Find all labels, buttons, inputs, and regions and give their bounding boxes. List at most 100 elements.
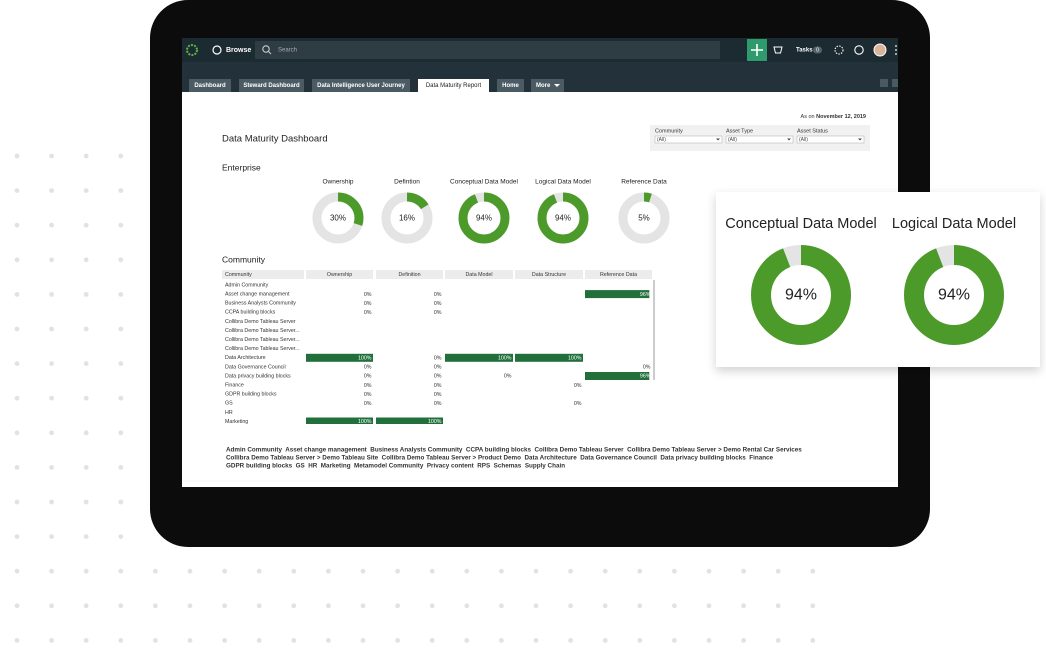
basket-icon[interactable] [773, 46, 783, 54]
dot [187, 603, 193, 609]
filter-value[interactable]: (All) [728, 137, 737, 143]
row-label: Marketing [225, 419, 248, 425]
dot [49, 326, 54, 332]
dot-pattern [14, 153, 816, 643]
tabs: Dashboard Steward Dashboard Data Intellige… [189, 79, 564, 92]
dot [118, 395, 124, 401]
dot [499, 568, 504, 574]
tab[interactable] [531, 79, 564, 92]
dot [14, 257, 20, 263]
cell-value: 0% [574, 383, 582, 389]
help-icon[interactable] [854, 45, 864, 55]
cell-value: 100% [428, 419, 442, 425]
dot [429, 638, 435, 643]
cell-value: 0% [364, 301, 372, 307]
date: November 12, 2019 [816, 114, 866, 120]
cell-value: 0% [364, 292, 372, 298]
donut-arc [751, 245, 851, 345]
dot [741, 568, 746, 574]
dropdown-caret [716, 138, 720, 141]
dot [291, 603, 297, 609]
dot [326, 638, 331, 643]
dot [775, 603, 781, 609]
column-header [445, 270, 513, 279]
tab-label[interactable]: Data Intelligence User Journey [317, 83, 405, 89]
cell-value: 100% [498, 356, 512, 362]
dot [118, 292, 124, 297]
tasks-link[interactable]: Tasks [796, 48, 813, 54]
menu-icon[interactable] [895, 53, 897, 55]
filter-value[interactable]: (All) [657, 137, 666, 143]
row-label: Data privacy building blocks [225, 373, 291, 379]
filter-dropdown[interactable] [725, 135, 794, 144]
column-header-label: Ownership [327, 272, 352, 278]
logo[interactable] [186, 44, 198, 56]
cell-value: 0% [364, 365, 372, 371]
filter-label: Asset Status [797, 128, 828, 134]
dot [83, 568, 89, 574]
row-label: HR [225, 410, 233, 416]
tab[interactable] [189, 79, 231, 92]
row-label: Admin Community [225, 282, 269, 288]
dot [360, 568, 366, 574]
community-table: Community Ownership Definition Data Model Da… [222, 270, 652, 425]
tab[interactable] [312, 79, 410, 92]
dot [464, 568, 470, 574]
dot [360, 603, 366, 609]
filter-dropdown[interactable] [654, 135, 723, 144]
tab[interactable] [418, 79, 489, 92]
share-button[interactable] [880, 79, 888, 87]
dot [49, 222, 54, 228]
task-badge [813, 46, 822, 54]
legend-line: Admin Community Asset change management … [226, 447, 802, 454]
dot [83, 603, 89, 609]
menu-icon[interactable] [895, 45, 897, 47]
tab-label[interactable]: Dashboard [194, 83, 226, 89]
column-header [376, 270, 443, 279]
tab[interactable] [497, 79, 524, 92]
dot [83, 188, 89, 194]
search-box[interactable] [255, 41, 720, 59]
donut-value: 94% [555, 214, 571, 223]
tab-label[interactable]: Steward Dashboard [243, 83, 300, 89]
dot [118, 361, 124, 366]
section-heading: Enterprise [222, 162, 261, 172]
cell-value: 100% [358, 419, 372, 425]
cell-value: 0% [643, 365, 651, 371]
cell-value: 0% [364, 401, 372, 407]
tab-label[interactable]: Home [502, 83, 519, 89]
browse-link[interactable]: Browse [226, 47, 251, 54]
column-header-label: Definition [398, 272, 420, 278]
add-icon [751, 44, 763, 56]
row-label: CCPA building blocks [225, 310, 276, 316]
expand-button[interactable] [892, 79, 898, 87]
donut-label: Logical Data Model [892, 216, 1016, 232]
donut-value: 30% [330, 214, 346, 223]
column-header-label: Community [225, 272, 252, 278]
tab-label[interactable]: Data Maturity Report [426, 83, 482, 89]
dot [568, 603, 573, 609]
avatar[interactable] [873, 43, 887, 57]
scrollbar[interactable] [653, 280, 655, 380]
dot [118, 638, 124, 643]
cell-bar [306, 353, 373, 362]
dot [14, 395, 20, 401]
filter-value[interactable]: (All) [799, 137, 808, 143]
filter-dropdown[interactable] [796, 135, 865, 144]
dot [14, 638, 20, 643]
tab-label[interactable]: More [536, 83, 551, 89]
dot [14, 499, 20, 505]
dot [256, 568, 262, 574]
activity-icon[interactable] [834, 45, 844, 55]
dot [14, 326, 20, 332]
dot [464, 603, 470, 609]
tab[interactable] [239, 79, 304, 92]
menu-icon[interactable] [895, 49, 897, 51]
dot [153, 603, 158, 609]
cell-value: 100% [568, 356, 582, 362]
dot [291, 638, 297, 643]
browse-icon[interactable] [212, 45, 222, 55]
dot [83, 361, 89, 366]
dot [118, 430, 124, 436]
dot [326, 568, 331, 574]
